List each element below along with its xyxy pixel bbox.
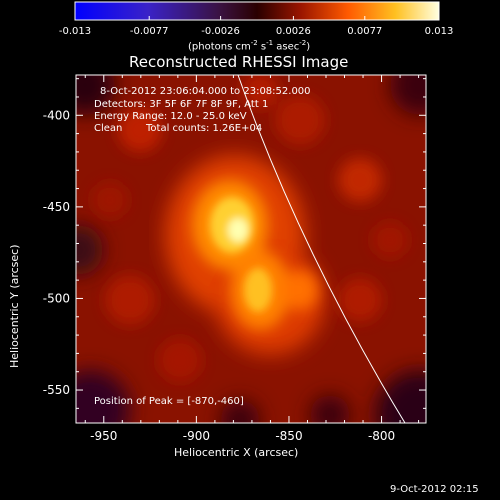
total-counts-text: Total counts: 1.26E+04 — [146, 123, 263, 134]
colorbar-ticks: -0.013 -0.0077 -0.0026 0.0026 0.0077 0.013 — [59, 16, 453, 37]
energy-range-text: Energy Range: 12.0 - 25.0 keV — [94, 111, 247, 122]
time-range-text: 8-Oct-2012 23:06:04.000 to 23:08:52.000 — [100, 86, 311, 97]
y-tick-label: -550 — [43, 383, 70, 397]
colorbar-tick-label: 0.0026 — [276, 26, 311, 37]
colorbar-tick-label: -0.013 — [59, 26, 91, 37]
colorbar-tick-label: -0.0077 — [130, 26, 169, 37]
y-tick-label: -450 — [43, 200, 70, 214]
peak-position-text: Position of Peak = [-870,-460] — [94, 396, 244, 407]
colorbar-unit-label: (photons cm-2 s-1 asec-2) — [188, 39, 311, 53]
plot-frame — [75, 74, 427, 424]
y-tick-label: -400 — [43, 108, 70, 122]
colorbar-tick-label: 0.013 — [425, 26, 454, 37]
x-axis-label: Heliocentric X (arcsec) — [174, 446, 299, 459]
detectors-text: Detectors: 3F 5F 6F 7F 8F 9F, Att 1 — [94, 99, 269, 110]
axis-ticks: -950 -900 -850 -800 -400 -450 -500 -550 — [43, 75, 426, 443]
rhessi-image — [76, 75, 426, 423]
colorbar-tick-label: -0.0026 — [201, 26, 240, 37]
timestamp: 9-Oct-2012 02:15 — [390, 484, 479, 495]
y-tick-label: -500 — [43, 291, 70, 305]
solar-limb-line — [237, 75, 406, 423]
x-tick-label: -950 — [90, 429, 117, 443]
colorbar-tick-label: 0.0077 — [347, 26, 382, 37]
x-tick-label: -850 — [275, 429, 302, 443]
y-axis-label: Heliocentric Y (arcsec) — [8, 244, 21, 368]
x-tick-label: -900 — [183, 429, 210, 443]
colorbar-area: -0.013 -0.0077 -0.0026 0.0026 0.0077 0.013 — [59, 1, 453, 37]
colorbar — [74, 1, 440, 21]
clean-label: Clean — [94, 123, 123, 134]
x-tick-label: -800 — [368, 429, 395, 443]
plot-title: Reconstructed RHESSI Image — [129, 53, 349, 71]
